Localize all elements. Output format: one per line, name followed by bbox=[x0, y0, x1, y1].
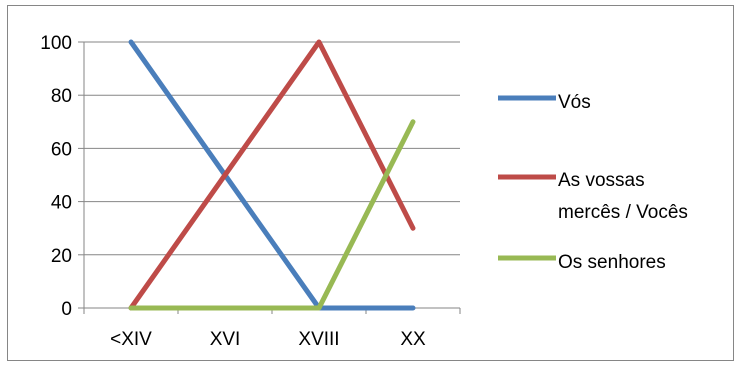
x-tick-label: XX bbox=[400, 329, 426, 350]
y-tick-label: 20 bbox=[51, 246, 72, 267]
series-line-2 bbox=[128, 119, 416, 311]
y-tick-label: 0 bbox=[61, 299, 72, 320]
y-tick-label: 100 bbox=[40, 33, 72, 54]
y-tick-label: 40 bbox=[51, 193, 72, 214]
x-tick-label: XVI bbox=[210, 329, 241, 350]
y-tick-labels: 0 20 40 60 80 100 bbox=[40, 33, 72, 320]
series-line-1 bbox=[128, 39, 416, 311]
legend: Vós As vossas mercês / Vocês Os senhores bbox=[498, 92, 688, 273]
series-line-0 bbox=[128, 39, 416, 311]
legend-label: As vossas bbox=[558, 170, 645, 191]
y-tick-label: 60 bbox=[51, 139, 72, 160]
series-lines bbox=[128, 39, 416, 311]
chart-frame bbox=[7, 5, 734, 361]
gridlines bbox=[84, 41, 460, 256]
x-tick-label: XVIII bbox=[298, 329, 339, 350]
axes bbox=[78, 41, 461, 314]
legend-label: mercês / Vocês bbox=[558, 202, 688, 223]
x-tick-labels: <XIV XVI XVIII XX bbox=[110, 329, 426, 350]
x-tick-label: <XIV bbox=[110, 329, 152, 350]
legend-label: Vós bbox=[558, 92, 591, 113]
y-tick-label: 80 bbox=[51, 86, 72, 107]
legend-label: Os senhores bbox=[558, 252, 666, 273]
